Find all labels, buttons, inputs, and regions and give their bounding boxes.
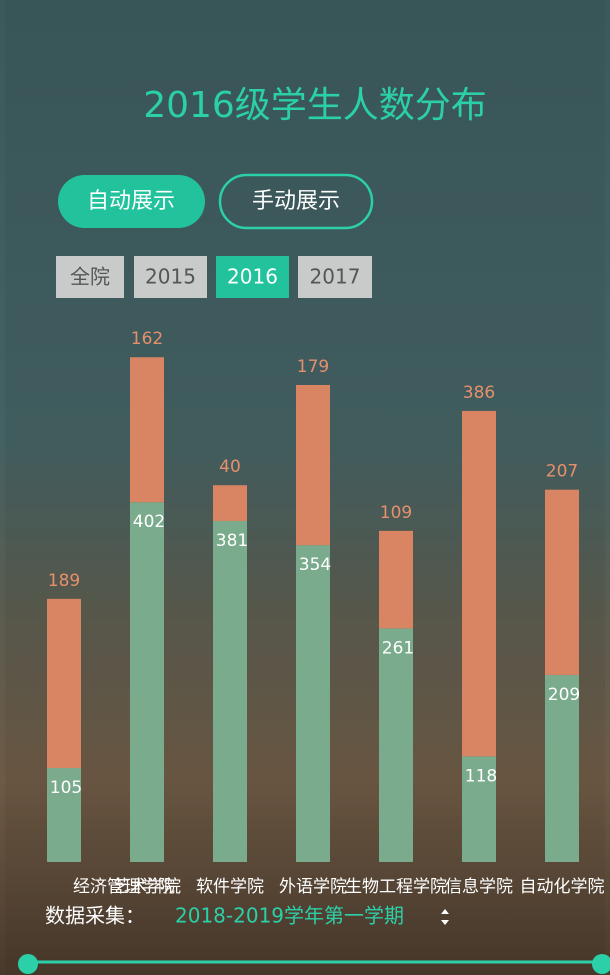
value-label: 381 [216,531,248,551]
bar-segment [545,489,579,675]
tab[interactable] [298,256,372,298]
dropdown-icon[interactable] [441,909,449,925]
footer-label: 数据采集： [45,904,145,928]
auto-button[interactable] [58,175,205,228]
x-tick-label: 信息学院 [445,877,513,897]
slider-handle[interactable] [18,954,38,974]
value-label: 118 [465,766,497,786]
value-label: 209 [548,685,580,705]
tab[interactable] [134,256,207,298]
manual-button-label[interactable]: 手动展示 [252,189,340,214]
x-tick-label: 自动化学院 [520,877,605,897]
value-label: 40 [219,457,241,477]
bar-segment [545,674,579,862]
bar-segment [379,530,413,629]
bar-segment [379,628,413,862]
auto-button-label[interactable]: 自动展示 [87,189,175,214]
bar-segment [296,384,330,546]
value-label: 189 [48,571,80,591]
value-label: 162 [131,329,163,349]
chart-title: 2016级学生人数分布 [143,85,487,126]
tab-label[interactable]: 全院 [70,265,110,289]
x-tick-label: 软件学院 [196,877,264,897]
value-label: 402 [133,512,165,532]
value-label: 354 [299,555,331,575]
bar-segment [47,598,81,769]
bar-segment [130,502,164,862]
bar-segment [296,545,330,862]
bar-segment [213,485,247,522]
tab[interactable] [56,256,124,298]
bar-segment [462,756,496,862]
value-label: 207 [546,462,578,482]
bar-segment [462,410,496,757]
value-label: 109 [380,503,412,523]
bar-segment [130,357,164,503]
x-tick-label: 经济管理学院 [73,877,175,897]
value-label: 105 [50,778,82,798]
bar-segment [47,768,81,862]
manual-button[interactable] [218,173,374,230]
footer-term[interactable]: 2018-2019学年第一学期 [175,904,404,928]
tab[interactable] [216,256,289,298]
x-tick-label: 外语学院 [279,877,347,897]
tab-label[interactable]: 2015 [145,265,196,289]
x-tick-label: 艺术学院 [113,877,181,897]
x-tick-label: 生物工程学院 [345,877,447,897]
slider-handle[interactable] [592,954,610,974]
value-label: 179 [297,357,329,377]
value-label: 386 [463,383,495,403]
value-label: 261 [382,638,414,658]
tab-label[interactable]: 2017 [310,265,361,289]
tab-label[interactable]: 2016 [227,265,278,289]
bar-segment [213,521,247,862]
